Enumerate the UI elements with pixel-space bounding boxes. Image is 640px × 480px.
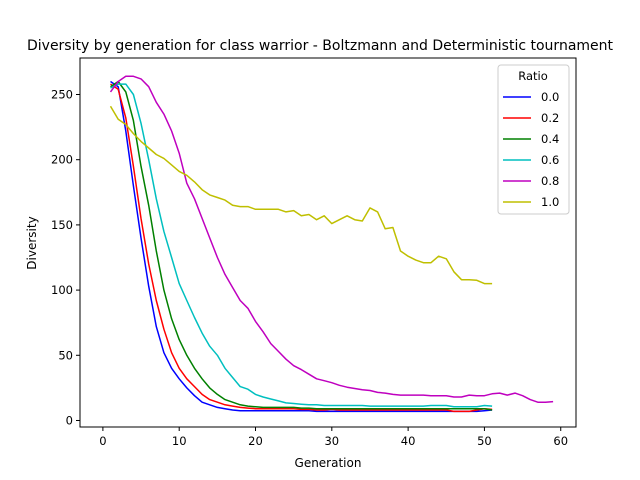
x-axis: 0 10 20 30 40 50 60 [99, 427, 568, 448]
x-tick-label: 40 [401, 434, 416, 448]
x-tick-label: 30 [324, 434, 339, 448]
legend-entries: 0.0 0.2 0.4 0.6 0.8 1.0 [503, 90, 559, 209]
legend: Ratio 0.0 0.2 0.4 0.6 0.8 1.0 [497, 64, 570, 215]
legend-label-0.0: 0.0 [541, 90, 559, 104]
series-line-0.4 [110, 80, 493, 411]
y-tick-label: 150 [51, 218, 73, 232]
series-line-0.2 [110, 83, 493, 413]
y-tick-label: 250 [51, 88, 73, 102]
legend-label-0.8: 0.8 [541, 174, 559, 188]
legend-title: Ratio [518, 69, 548, 83]
x-tick-label: 10 [172, 434, 187, 448]
y-axis: 0 50 100 150 200 250 [51, 88, 80, 427]
legend-label-0.4: 0.4 [541, 132, 559, 146]
x-axis-label: Generation [295, 456, 362, 470]
legend-label-0.6: 0.6 [541, 153, 559, 167]
y-tick-label: 50 [58, 348, 73, 362]
legend-label-0.2: 0.2 [541, 111, 559, 125]
x-tick-label: 50 [477, 434, 492, 448]
series-line-0.6 [110, 83, 493, 408]
series-line-0.0 [110, 80, 493, 413]
chart-title: Diversity by generation for class warrio… [27, 38, 614, 54]
series-line-0.8 [109, 75, 554, 403]
series-line-1.0 [109, 105, 493, 285]
y-axis-label: Diversity [25, 216, 39, 269]
plot-series [109, 75, 554, 413]
plot-frame [79, 57, 577, 428]
y-tick-label: 200 [51, 153, 73, 167]
x-tick-label: 0 [99, 434, 106, 448]
y-tick-label: 0 [66, 413, 73, 427]
x-tick-label: 60 [553, 434, 568, 448]
legend-label-1.0: 1.0 [541, 195, 559, 209]
x-tick-label: 20 [248, 434, 263, 448]
y-tick-label: 100 [51, 283, 73, 297]
legend-box [497, 64, 570, 215]
